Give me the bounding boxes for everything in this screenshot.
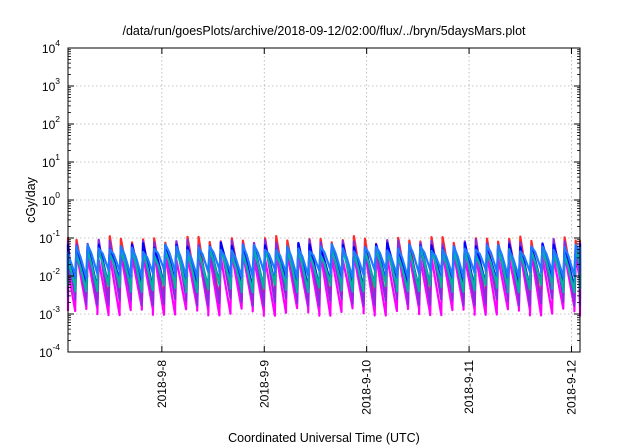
y-tick-label: 10-1 xyxy=(39,228,60,246)
y-tick-exponent: 4 xyxy=(55,38,60,48)
y-tick-exponent: -1 xyxy=(52,228,60,238)
y-tick-base: 10 xyxy=(42,194,56,208)
x-tick-label: 2018-9-11 xyxy=(462,360,476,414)
y-tick-base: 10 xyxy=(42,118,56,132)
chart-title: /data/run/goesPlots/archive/2018-09-12/0… xyxy=(122,24,526,38)
grid xyxy=(68,48,580,352)
y-tick-label: 10-4 xyxy=(39,342,60,360)
series-line xyxy=(66,237,582,307)
x-tick-label: 2018-9-10 xyxy=(360,360,374,415)
y-tick-label: 100 xyxy=(42,190,60,208)
y-tick-label: 101 xyxy=(42,152,60,170)
y-tick-exponent: 2 xyxy=(55,114,60,124)
y-tick-exponent: -2 xyxy=(52,266,60,276)
y-tick-exponent: 3 xyxy=(55,76,60,86)
x-ticks: 2018-9-8 2018-9-9 2018-9-10 2018-9-11 2018-9… xyxy=(155,48,578,415)
y-tick-base: 10 xyxy=(42,42,56,56)
x-tick-label: 2018-9-8 xyxy=(155,360,169,408)
y-tick-exponent: -3 xyxy=(52,304,60,314)
y-tick-label: 10-2 xyxy=(39,266,60,284)
series-group xyxy=(66,235,582,317)
x-tick-label: 2018-9-12 xyxy=(564,360,578,415)
y-axis-label: cGy/day xyxy=(24,176,38,223)
y-tick-label: 103 xyxy=(42,76,60,94)
x-axis-label: Coordinated Universal Time (UTC) xyxy=(228,431,420,445)
y-tick-label: 10-3 xyxy=(39,304,60,322)
series-line xyxy=(66,250,582,317)
y-tick-base: 10 xyxy=(39,308,53,322)
y-tick-base: 10 xyxy=(39,232,53,246)
y-tick-base: 10 xyxy=(39,270,53,284)
y-tick-exponent: 1 xyxy=(55,152,60,162)
series-line xyxy=(66,246,582,294)
y-tick-base: 10 xyxy=(42,156,56,170)
series-line xyxy=(66,243,582,279)
y-tick-label: 102 xyxy=(42,114,60,132)
y-tick-base: 10 xyxy=(42,80,56,94)
x-tick-label: 2018-9-9 xyxy=(257,360,271,408)
y-tick-exponent: 0 xyxy=(55,190,60,200)
y-tick-label: 104 xyxy=(42,38,60,56)
y-tick-exponent: -4 xyxy=(52,342,60,352)
y-tick-base: 10 xyxy=(39,346,53,360)
